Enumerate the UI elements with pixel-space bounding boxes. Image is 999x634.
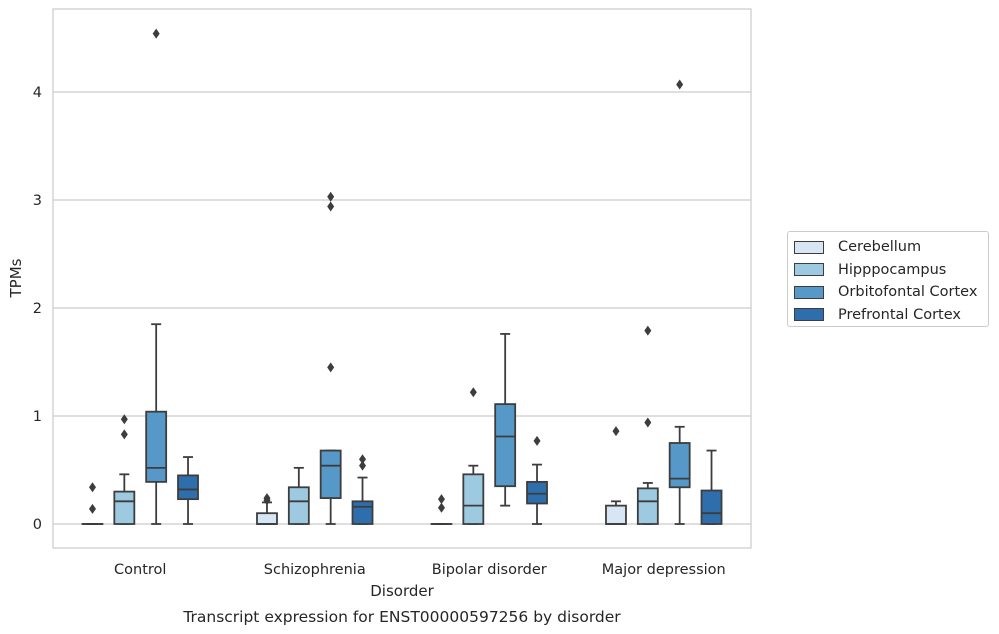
outlier-point <box>327 362 335 373</box>
y-tick-label: 4 <box>33 85 42 101</box>
outlier-point <box>359 460 367 471</box>
outlier-point <box>88 482 96 493</box>
x-tick-label: Bipolar disorder <box>432 562 547 578</box>
outlier-point <box>263 495 271 506</box>
outlier-point <box>612 426 620 437</box>
legend: Cerebellum Hipppocampus Orbitofontal Cor… <box>787 231 989 327</box>
box-iqr <box>319 449 342 499</box>
outlier-point <box>88 503 96 514</box>
box-plot <box>81 482 104 525</box>
box-iqr <box>177 474 199 501</box>
box-plot <box>636 325 659 525</box>
y-tick-labels: 0 1 2 3 4 <box>33 85 42 533</box>
box-plot <box>113 414 136 525</box>
legend-item-hippocampus: Hipppocampus <box>794 259 982 282</box>
outlier-point <box>120 414 128 425</box>
box-plot <box>494 333 517 507</box>
x-tick-label: Control <box>114 562 166 578</box>
x-tick-label: Major depression <box>602 562 726 578</box>
outlier-point <box>327 201 335 212</box>
y-tick-label: 0 <box>33 517 42 533</box>
y-tick-label: 2 <box>33 301 42 317</box>
outlier-point <box>469 387 477 398</box>
y-tick-label: 1 <box>33 409 42 425</box>
box-plot <box>145 28 168 525</box>
box-plot <box>177 456 199 525</box>
box-plots <box>81 28 723 525</box>
legend-swatch <box>794 240 824 254</box>
box-plot <box>319 191 342 525</box>
box-plot <box>668 79 691 525</box>
plot-area <box>52 8 752 549</box>
box-plot <box>462 387 485 525</box>
box-iqr <box>145 410 168 483</box>
gridlines <box>53 91 751 525</box>
outlier-point <box>359 454 367 465</box>
outlier-point <box>644 417 652 428</box>
box-iqr <box>494 403 517 488</box>
x-axis-label: Disorder <box>370 582 434 600</box>
box-iqr <box>526 480 548 505</box>
box-iqr <box>668 442 691 489</box>
box-plot <box>256 493 278 525</box>
box-iqr <box>351 500 374 525</box>
box-iqr <box>256 512 278 525</box>
outlier-point <box>437 494 445 505</box>
legend-item-orbitofrontal-cortex: Orbitofontal Cortex <box>794 281 982 304</box>
legend-swatch <box>794 263 824 277</box>
box-plot <box>351 454 374 525</box>
box-plot <box>287 466 310 525</box>
legend-item-prefrontal-cortex: Prefrontal Cortex <box>794 304 982 327</box>
legend-item-cerebellum: Cerebellum <box>794 236 982 259</box>
legend-label: Cerebellum <box>838 239 922 256</box>
box-iqr <box>287 486 310 525</box>
box-plot <box>526 435 548 525</box>
outlier-point <box>676 79 684 90</box>
box-iqr <box>605 504 627 525</box>
box-iqr <box>636 487 659 525</box>
x-tick-labels: Control Schizophrenia Bipolar disorder Majo… <box>114 562 726 578</box>
outlier-point <box>327 191 335 202</box>
y-tick-label: 3 <box>33 193 42 209</box>
legend-label: Prefrontal Cortex <box>838 306 961 323</box>
outlier-point <box>644 325 652 336</box>
legend-label: Hipppocampus <box>838 261 947 278</box>
box-iqr <box>113 490 136 525</box>
outlier-point <box>437 502 445 513</box>
outlier-point <box>533 435 541 446</box>
box-plot <box>605 426 627 525</box>
legend-label: Orbitofontal Cortex <box>838 284 978 301</box>
box-plot <box>700 449 723 525</box>
box-plot <box>430 494 453 525</box>
legend-swatch <box>794 285 824 299</box>
x-tick-label: Schizophrenia <box>264 562 366 578</box>
y-axis-label: TPMs <box>7 258 25 298</box>
box-iqr <box>700 489 723 525</box>
outlier-point <box>152 28 160 39</box>
legend-swatch <box>794 308 824 322</box>
box-iqr <box>462 473 485 525</box>
chart-title: Transcript expression for ENST0000059725… <box>182 608 621 626</box>
outlier-point <box>120 429 128 440</box>
